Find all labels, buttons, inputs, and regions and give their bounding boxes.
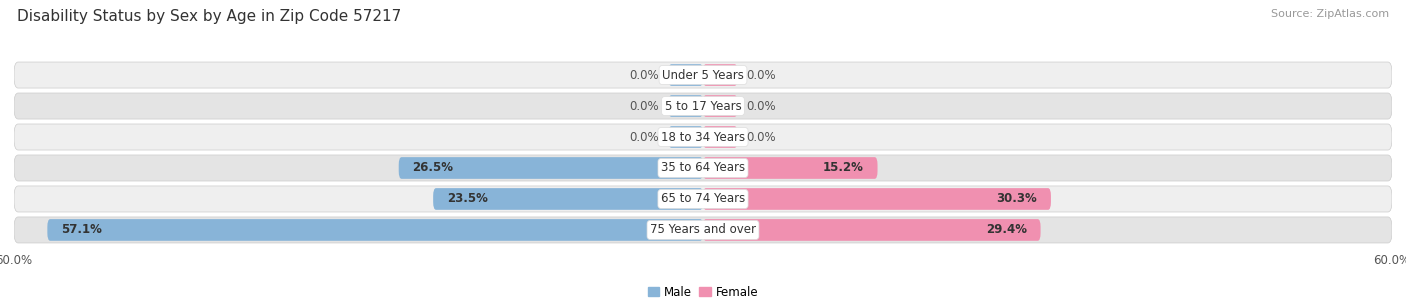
FancyBboxPatch shape (14, 155, 1392, 181)
Text: Disability Status by Sex by Age in Zip Code 57217: Disability Status by Sex by Age in Zip C… (17, 9, 401, 24)
Text: 0.0%: 0.0% (747, 131, 776, 144)
FancyBboxPatch shape (703, 126, 738, 148)
FancyBboxPatch shape (703, 157, 877, 179)
FancyBboxPatch shape (703, 95, 738, 117)
Text: 26.5%: 26.5% (412, 161, 454, 174)
FancyBboxPatch shape (14, 186, 1392, 212)
Text: 75 Years and over: 75 Years and over (650, 224, 756, 236)
FancyBboxPatch shape (703, 188, 1050, 210)
Text: 65 to 74 Years: 65 to 74 Years (661, 192, 745, 206)
Text: 18 to 34 Years: 18 to 34 Years (661, 131, 745, 144)
Text: 29.4%: 29.4% (986, 224, 1026, 236)
Text: 57.1%: 57.1% (60, 224, 103, 236)
Text: 35 to 64 Years: 35 to 64 Years (661, 161, 745, 174)
FancyBboxPatch shape (669, 126, 703, 148)
Text: 0.0%: 0.0% (630, 99, 659, 113)
Text: 0.0%: 0.0% (630, 131, 659, 144)
FancyBboxPatch shape (669, 64, 703, 86)
Text: 0.0%: 0.0% (747, 99, 776, 113)
Text: 30.3%: 30.3% (997, 192, 1038, 206)
FancyBboxPatch shape (14, 93, 1392, 119)
FancyBboxPatch shape (14, 62, 1392, 88)
Text: Under 5 Years: Under 5 Years (662, 69, 744, 81)
Text: 5 to 17 Years: 5 to 17 Years (665, 99, 741, 113)
FancyBboxPatch shape (399, 157, 703, 179)
FancyBboxPatch shape (48, 219, 703, 241)
Text: 0.0%: 0.0% (747, 69, 776, 81)
Legend: Male, Female: Male, Female (648, 286, 758, 299)
Text: 0.0%: 0.0% (630, 69, 659, 81)
FancyBboxPatch shape (14, 124, 1392, 150)
FancyBboxPatch shape (703, 219, 1040, 241)
Text: 15.2%: 15.2% (823, 161, 863, 174)
FancyBboxPatch shape (433, 188, 703, 210)
FancyBboxPatch shape (703, 64, 738, 86)
FancyBboxPatch shape (669, 95, 703, 117)
Text: 23.5%: 23.5% (447, 192, 488, 206)
Text: Source: ZipAtlas.com: Source: ZipAtlas.com (1271, 9, 1389, 19)
FancyBboxPatch shape (14, 217, 1392, 243)
